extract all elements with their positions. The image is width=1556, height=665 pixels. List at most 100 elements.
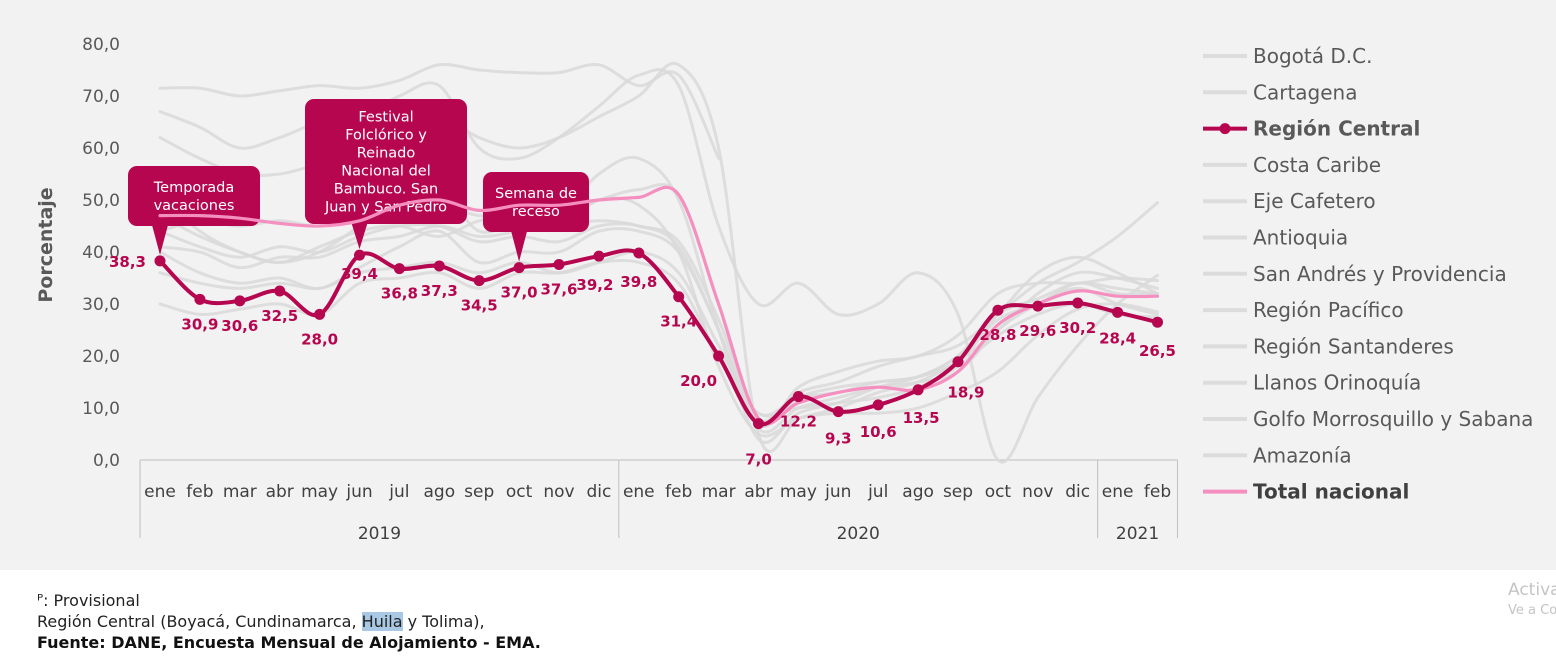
region-central-data-label: 37,3 [421,282,458,300]
annotation-pointer [511,231,528,262]
legend-label: Total nacional [1253,480,1409,504]
region-central-point [872,399,884,411]
selected-text-huila: Huila [361,612,403,631]
x-tick-label: ago [902,482,934,502]
x-tick-label: may [301,482,338,502]
year-label: 2021 [1116,524,1159,544]
y-tick-label: 80,0 [82,35,120,55]
legend-item: Amazonía [1203,443,1352,467]
watermark-line-2: Ve a Co [1508,603,1556,618]
x-tick-label: jul [867,482,888,502]
region-central-point [912,384,924,396]
x-tick-label: mar [702,482,736,502]
region-central-data-label: 29,6 [1019,322,1056,340]
legend-label: Amazonía [1253,443,1352,467]
region-central-point [713,350,725,362]
y-tick-label: 30,0 [82,295,120,315]
region-central-data-label: 34,5 [461,297,498,315]
x-tick-label: oct [506,482,533,502]
legend-item: Eje Cafetero [1203,189,1376,213]
region-central-point [314,308,326,320]
y-tick-label: 40,0 [82,243,120,263]
background-series-line [158,62,721,160]
year-label: 2019 [358,524,401,544]
region-central-point [593,250,605,262]
x-tick-label: nov [1022,482,1053,502]
y-axis-label: Porcentaje [35,187,57,302]
region-central-data-label: 37,6 [540,280,577,298]
annotation-text: Festival [358,110,413,126]
region-note-end: y Tolima), [402,612,485,631]
legend-item: Total nacional [1203,480,1409,504]
x-tick-label: ene [1102,482,1134,502]
source-note: Fuente: DANE, Encuesta Mensual de Alojam… [37,633,541,652]
windows-activation-watermark: Activa Ve a Co [1508,578,1556,620]
x-tick-label: mar [223,482,257,502]
legend-label: Antioquia [1253,226,1348,250]
legend-item: Región Pacífico [1203,298,1404,322]
annotation-callout: Temporada vacaciones [128,166,260,255]
x-tick-label: feb [665,482,692,502]
legend-item: Golfo Morrosquillo y Sabana [1203,407,1533,431]
region-central-data-label: 10,6 [860,423,897,441]
region-note-start: Región Central (Boyacá, Cundinamarca, [37,612,362,631]
chart-footer: ᴾ: Provisional Región Central (Boyacá, C… [37,590,541,653]
x-tick-label: ago [423,482,455,502]
x-tick-label: feb [1144,482,1171,502]
year-label: 2020 [837,524,880,544]
annotation-text: Folclórico y [345,128,427,144]
background-series-line [158,155,1159,444]
y-tick-label: 20,0 [82,347,120,367]
legend-item: Región Santanderes [1203,334,1454,358]
region-central-point [633,247,645,259]
annotation-callout: Semana de receso [483,172,589,262]
legend-swatch-marker [1219,123,1231,135]
region-central-data-label: 36,8 [381,285,418,303]
region-central-data-label: 26,5 [1139,342,1176,360]
region-central-data-label: 28,8 [979,326,1016,344]
y-tick-label: 60,0 [82,139,120,159]
region-central-data-label: 30,2 [1059,319,1096,337]
region-central-data-label: 9,3 [825,430,852,448]
annotation-callout: Festival Folclórico y Reinado Nacional del B… [305,99,467,250]
legend-label: Región Central [1253,117,1420,141]
region-central-point [1152,316,1163,328]
region-central-point [673,291,685,303]
x-tick-label: sep [464,482,494,502]
region-central-data-label: 12,2 [780,413,817,431]
legend-item: Llanos Orinoquía [1203,371,1421,395]
legend-item: Cartagena [1203,80,1357,104]
region-central-data-label: 7,0 [745,451,772,469]
legend-item: San Andrés y Providencia [1203,262,1507,286]
watermark-line-1: Activa [1508,580,1556,600]
legend-label: Llanos Orinoquía [1253,371,1421,395]
x-tick-label: nov [543,482,574,502]
region-central-point [274,285,286,297]
region-central-data-label: 30,9 [181,315,218,333]
region-central-point [952,356,964,368]
region-central-data-label: 32,5 [261,307,298,325]
x-tick-label: sep [943,482,973,502]
annotation-text: Temporada [153,180,234,196]
y-tick-label: 70,0 [82,87,120,107]
annotation-text: Semana de [495,186,577,202]
region-note: Región Central (Boyacá, Cundinamarca, Hu… [37,611,541,632]
region-central-point [393,263,405,275]
region-central-data-label: 18,9 [947,384,984,402]
region-central-data-label: 38,3 [109,253,146,271]
y-tick-label: 50,0 [82,191,120,211]
legend-label: Costa Caribe [1253,153,1381,177]
x-tick-label: dic [586,482,611,502]
y-tick-label: 10,0 [82,399,120,419]
x-tick-label: jun [345,482,372,502]
legend-label: Región Santanderes [1253,334,1454,358]
national-total-line [158,185,1160,426]
y-tick-label: 0,0 [93,451,120,471]
x-tick-label: ene [144,482,176,502]
x-tick-label: dic [1065,482,1090,502]
x-tick-label: jul [388,482,409,502]
legend-item: Costa Caribe [1203,153,1381,177]
x-tick-label: abr [744,482,772,502]
region-central-point [553,258,565,270]
region-central-point [1032,300,1044,312]
